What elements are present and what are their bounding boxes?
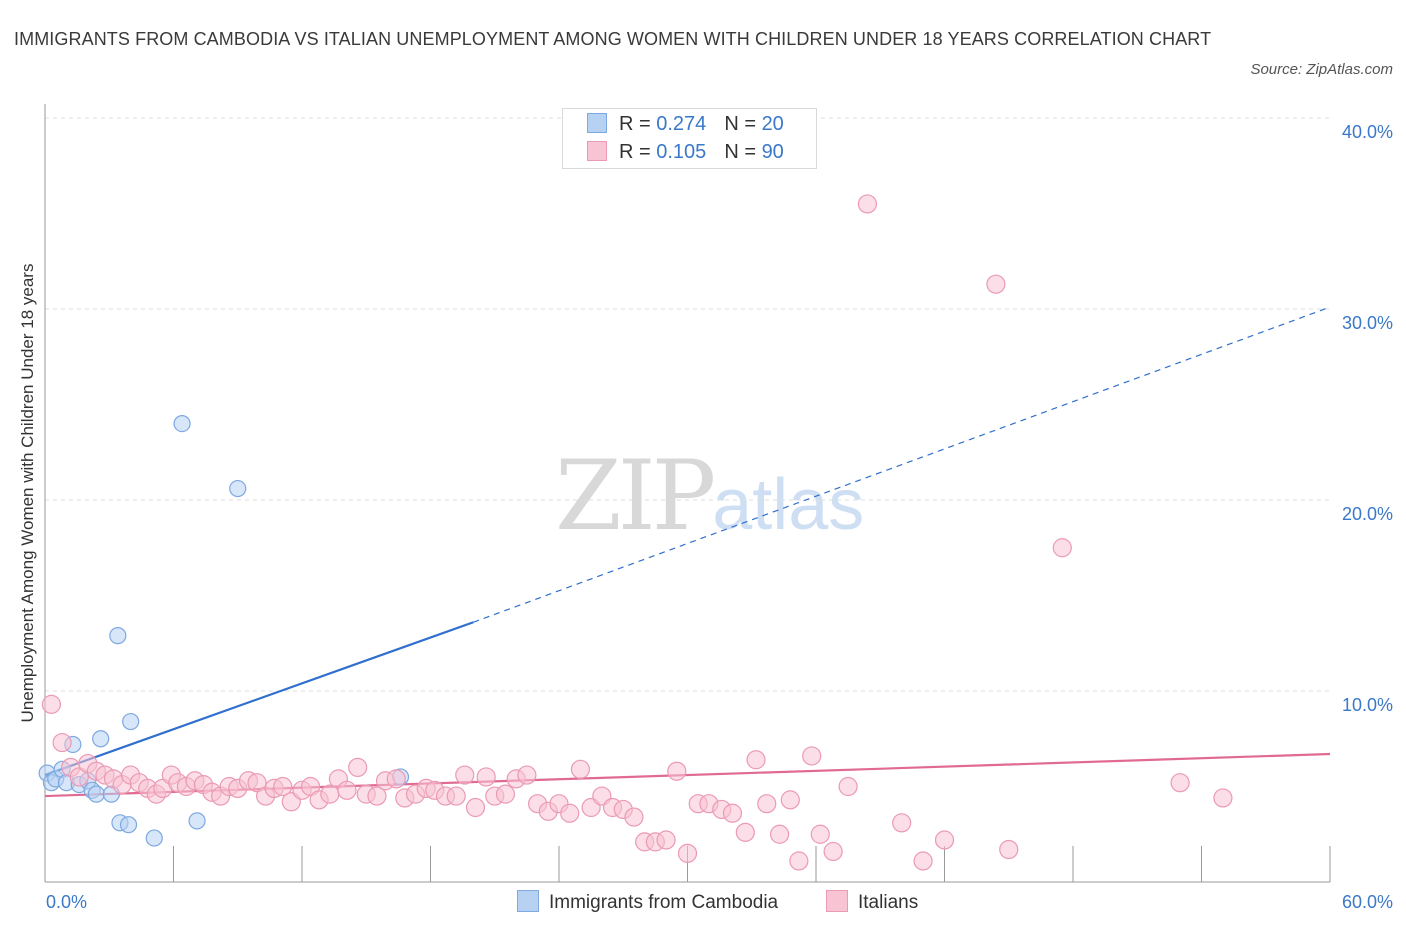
tick-labels: 10.0% 20.0% 30.0% 40.0% 0.0% 60.0% (46, 122, 1393, 912)
y-tick-label: 40.0% (1342, 122, 1393, 142)
correlation-legend: R = 0.274 N = 20 R = 0.105 N = 90 (562, 108, 817, 169)
legend-label-cambodia: Immigrants from Cambodia (549, 892, 779, 913)
point-cambodia (173, 415, 191, 433)
y-axis-label: Unemployment Among Women with Children U… (18, 263, 37, 723)
point-italians (570, 759, 591, 779)
watermark: ZIPatlas (555, 440, 864, 552)
point-italians (857, 194, 878, 214)
trend-line-cambodia-projection (473, 306, 1331, 623)
point-italians (823, 841, 843, 862)
y-tick-label: 20.0% (1342, 504, 1393, 524)
point-italians (455, 765, 475, 785)
point-italians (337, 780, 357, 800)
point-cambodia (87, 785, 106, 803)
chart-title: IMMIGRANTS FROM CAMBODIA VS ITALIAN UNEM… (14, 29, 1212, 49)
watermark-atlas: atlas (712, 465, 865, 545)
legend-n-label: N = (724, 141, 762, 163)
point-italians (1213, 788, 1233, 808)
legend-r-value: 0.274 (656, 113, 707, 135)
point-italians (986, 274, 1006, 294)
legend-r-value: 0.105 (656, 141, 707, 163)
point-italians (69, 767, 89, 787)
point-italians (735, 822, 755, 842)
point-italians (446, 786, 466, 806)
legend-n-value: 20 (761, 113, 784, 135)
point-cambodia (229, 479, 247, 498)
legend-n-value: 90 (761, 141, 784, 163)
point-italians (476, 767, 496, 787)
legend-swatch-pink (826, 890, 848, 912)
x-tick-label-max: 60.0% (1342, 892, 1393, 912)
legend-swatch-blue (587, 113, 607, 133)
point-italians (495, 784, 516, 804)
point-cambodia (119, 816, 138, 834)
point-italians (913, 851, 933, 871)
point-italians (746, 750, 766, 770)
source-credit: Source: ZipAtlas.com (1250, 61, 1393, 78)
watermark-zip: ZIP (555, 440, 716, 552)
point-italians (789, 851, 809, 871)
point-italians (386, 769, 406, 789)
point-cambodia (145, 829, 163, 847)
point-italians (677, 843, 698, 863)
axes (44, 104, 1331, 883)
point-italians (769, 824, 790, 844)
y-tick-label: 10.0% (1342, 695, 1393, 715)
point-italians (892, 813, 912, 833)
point-italians (802, 746, 822, 766)
point-italians (757, 794, 777, 814)
point-cambodia (109, 627, 127, 645)
point-italians (273, 776, 293, 797)
legend-item-italians: Italians (826, 890, 918, 914)
point-italians (667, 761, 687, 781)
point-italians (810, 824, 830, 844)
data-points (38, 194, 1233, 871)
point-italians (1052, 538, 1072, 558)
point-cambodia (92, 730, 110, 748)
point-italians (52, 732, 72, 753)
point-italians (780, 790, 800, 810)
legend-item-cambodia: Immigrants from Cambodia (517, 890, 778, 914)
legend-r-label: R = (619, 141, 657, 163)
legend-row-cambodia: R = 0.274 N = 20 (587, 112, 784, 136)
x-tick-label-min: 0.0% (46, 892, 87, 912)
point-italians (465, 797, 486, 818)
legend-label-italians: Italians (858, 892, 919, 913)
point-italians (517, 765, 537, 785)
point-italians (41, 694, 62, 714)
point-italians (560, 803, 580, 823)
legend-row-italians: R = 0.105 N = 90 (587, 140, 784, 164)
point-italians (838, 776, 858, 797)
legend-r-label: R = (619, 113, 657, 135)
point-italians (1170, 773, 1190, 793)
point-italians (999, 839, 1019, 860)
point-italians (348, 757, 368, 778)
point-italians (300, 776, 321, 797)
point-cambodia (188, 812, 206, 830)
point-italians (247, 773, 267, 793)
y-tick-label: 30.0% (1342, 313, 1393, 333)
legend-swatch-pink (587, 141, 607, 161)
point-italians (934, 830, 955, 850)
legend-n-label: N = (724, 113, 762, 135)
point-italians (722, 803, 743, 823)
point-italians (624, 807, 644, 827)
trend-line-cambodia (44, 621, 474, 777)
legend-swatch-blue (517, 890, 539, 912)
point-cambodia (122, 712, 140, 731)
trend-lines (44, 306, 1331, 798)
point-italians (367, 786, 387, 806)
grid-lines (45, 117, 1330, 692)
point-italians (656, 830, 676, 850)
